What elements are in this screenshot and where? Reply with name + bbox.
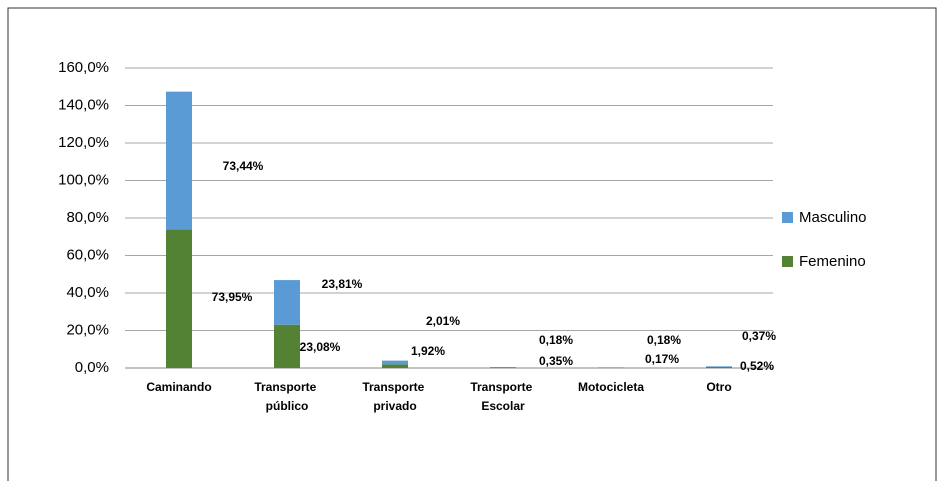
x-tick-label: Motocicleta (578, 380, 644, 394)
y-tick-label: 140,0% (58, 96, 109, 113)
y-tick-label: 20,0% (66, 321, 109, 338)
legend-label: Masculino (799, 209, 867, 226)
y-tick-label: 0,0% (75, 359, 109, 376)
value-label: 23,81% (322, 277, 363, 291)
value-label: 0,18% (647, 333, 681, 347)
x-tick-label: Caminando (146, 380, 211, 394)
value-label: 0,37% (742, 329, 776, 343)
value-label: 1,92% (411, 344, 445, 358)
bar-segment (274, 280, 300, 325)
value-label: 0,35% (539, 354, 573, 368)
bar-segment (382, 361, 408, 365)
y-tick-label: 120,0% (58, 134, 109, 151)
value-label: 2,01% (426, 314, 460, 328)
value-label: 23,08% (300, 340, 341, 354)
value-label: 0,17% (645, 352, 679, 366)
y-tick-label: 40,0% (66, 284, 109, 301)
value-label: 0,52% (740, 359, 774, 373)
bar-segment (490, 367, 516, 368)
bar-segment (706, 367, 732, 368)
legend-swatch (782, 212, 793, 223)
bar-segment (382, 364, 408, 368)
x-tick-label: Transporte privado (362, 380, 427, 413)
y-tick-label: 100,0% (58, 171, 109, 188)
frame (8, 8, 936, 481)
y-tick-label: 60,0% (66, 246, 109, 263)
legend-label: Femenino (799, 253, 866, 270)
bar-segment (166, 229, 192, 368)
y-tick-label: 80,0% (66, 209, 109, 226)
y-tick-label: 160,0% (58, 59, 109, 76)
value-label: 73,95% (212, 290, 253, 304)
x-tick-label: Otro (706, 380, 731, 394)
bar-segment (274, 325, 300, 368)
legend-swatch (782, 256, 793, 267)
value-label: 73,44% (223, 159, 264, 173)
x-tick-label: Transporte público (254, 380, 319, 413)
x-tick-label: Transporte Escolar (470, 380, 535, 413)
bar-segment (706, 366, 732, 367)
value-label: 0,18% (539, 333, 573, 347)
bar-segment (166, 92, 192, 230)
